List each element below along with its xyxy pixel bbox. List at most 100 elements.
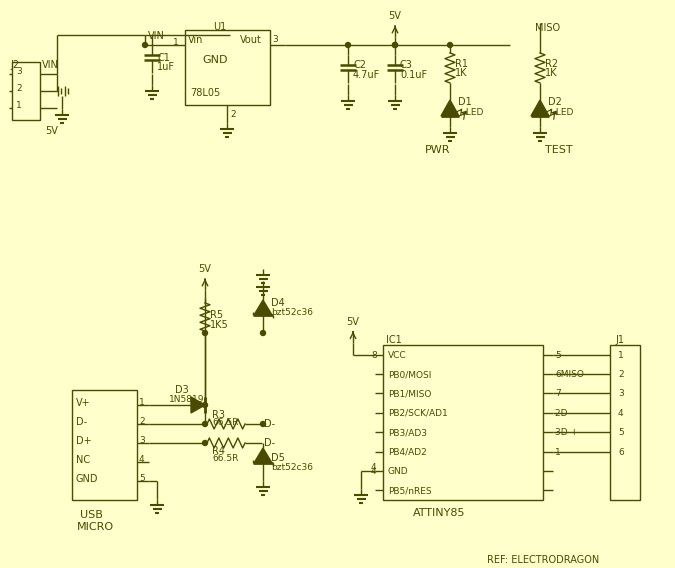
Circle shape [202, 421, 207, 427]
Text: REF: ELECTRODRAGON: REF: ELECTRODRAGON [487, 555, 599, 565]
Circle shape [261, 331, 265, 336]
Text: 4: 4 [371, 467, 377, 476]
Text: ◄LED: ◄LED [550, 108, 574, 117]
Text: TEST: TEST [545, 145, 572, 155]
Text: GND: GND [76, 474, 99, 484]
Circle shape [142, 43, 148, 48]
Circle shape [202, 331, 207, 336]
Text: VCC: VCC [388, 350, 406, 360]
Text: U1: U1 [213, 22, 226, 32]
Bar [12, 62, 40, 120]
Text: D-: D- [264, 438, 275, 448]
Text: C2: C2 [353, 60, 366, 70]
Text: PB1/MISO: PB1/MISO [388, 390, 431, 398]
Text: VIN: VIN [42, 60, 59, 70]
Text: 6: 6 [618, 448, 624, 457]
Circle shape [261, 421, 265, 427]
Text: R2: R2 [545, 59, 558, 69]
Text: 2: 2 [230, 110, 236, 119]
Text: PWR: PWR [425, 145, 450, 155]
Text: PB4/AD2: PB4/AD2 [388, 448, 427, 457]
Text: 8: 8 [371, 350, 377, 360]
Text: ATTINY85: ATTINY85 [413, 508, 466, 518]
Text: 1K: 1K [455, 68, 468, 78]
Text: 2: 2 [618, 370, 624, 379]
Polygon shape [254, 448, 272, 463]
Text: 3: 3 [16, 67, 22, 76]
Circle shape [346, 43, 350, 48]
Text: D4: D4 [271, 298, 285, 308]
Text: 4: 4 [139, 455, 144, 464]
Circle shape [202, 403, 207, 407]
Text: 1K5: 1K5 [210, 320, 229, 330]
Text: 5: 5 [139, 474, 144, 483]
Polygon shape [254, 300, 272, 315]
Text: PB2/SCK/AD1: PB2/SCK/AD1 [388, 409, 448, 418]
Text: 0.1uF: 0.1uF [400, 70, 427, 80]
Text: 1: 1 [618, 350, 624, 360]
Text: 6MISO: 6MISO [555, 370, 584, 379]
Text: D-: D- [264, 419, 275, 429]
Polygon shape [441, 100, 459, 116]
Circle shape [202, 441, 207, 445]
Text: D5: D5 [271, 453, 285, 463]
Polygon shape [191, 397, 205, 413]
Circle shape [448, 43, 452, 48]
Circle shape [392, 43, 398, 48]
Text: IC1: IC1 [386, 335, 402, 345]
Text: USB: USB [80, 510, 103, 520]
Polygon shape [531, 100, 549, 116]
Text: 5: 5 [618, 428, 624, 437]
Text: 5V: 5V [389, 11, 402, 21]
Text: 1uF: 1uF [157, 62, 175, 72]
Text: 4: 4 [371, 463, 377, 472]
Text: 1: 1 [555, 448, 561, 457]
Text: MISO: MISO [535, 23, 560, 33]
Text: 1: 1 [139, 398, 144, 407]
Text: 1K: 1K [545, 68, 558, 78]
Text: VIN: VIN [148, 31, 165, 41]
Text: 2: 2 [16, 84, 22, 93]
Bar [185, 30, 270, 105]
Text: 78L05: 78L05 [190, 88, 220, 98]
Text: 3: 3 [139, 436, 144, 445]
Text: R3: R3 [212, 410, 225, 420]
Text: 1: 1 [16, 101, 22, 110]
Text: 5V: 5V [198, 264, 211, 274]
Text: D1: D1 [458, 97, 472, 107]
Text: 66.5R: 66.5R [212, 454, 238, 463]
Text: PB3/AD3: PB3/AD3 [388, 428, 427, 437]
Circle shape [392, 43, 398, 48]
Text: 3: 3 [618, 390, 624, 398]
Text: D-: D- [76, 417, 87, 427]
Bar [610, 345, 640, 500]
Text: R5: R5 [210, 310, 223, 320]
Text: 5V: 5V [45, 126, 59, 136]
Text: R1: R1 [455, 59, 468, 69]
Text: GND: GND [388, 467, 408, 476]
Text: 2: 2 [139, 417, 144, 426]
Text: C3: C3 [400, 60, 413, 70]
Text: 2D -: 2D - [555, 409, 574, 418]
Text: 5: 5 [555, 350, 561, 360]
Text: 4: 4 [618, 409, 624, 418]
Text: PB5/nRES: PB5/nRES [388, 486, 431, 495]
Text: 3D +: 3D + [555, 428, 578, 437]
Text: C1: C1 [157, 53, 170, 63]
Bar [72, 390, 137, 500]
Text: MICRO: MICRO [77, 522, 114, 532]
Text: 1N5819: 1N5819 [169, 395, 205, 404]
Text: J2: J2 [10, 60, 19, 70]
Text: D2: D2 [548, 97, 562, 107]
Text: ◄LED: ◄LED [460, 108, 485, 117]
Text: NC: NC [76, 455, 90, 465]
Text: bzt52c36: bzt52c36 [271, 308, 313, 317]
Text: 1: 1 [173, 38, 179, 47]
Text: D3: D3 [175, 385, 189, 395]
Text: Vin: Vin [188, 35, 203, 45]
Text: J1: J1 [615, 335, 624, 345]
Text: D+: D+ [76, 436, 92, 446]
Text: Vout: Vout [240, 35, 262, 45]
Text: 5V: 5V [346, 317, 359, 327]
Text: R4: R4 [212, 446, 225, 456]
